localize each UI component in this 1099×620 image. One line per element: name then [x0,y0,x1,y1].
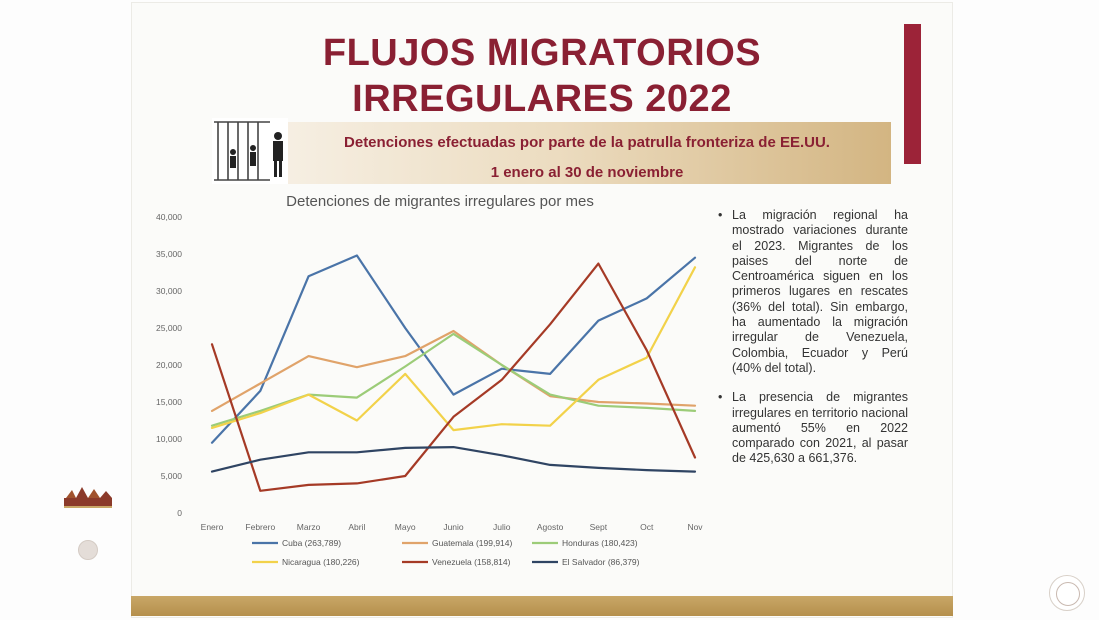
x-tick-label: Abril [348,522,365,532]
corner-watermark-logo [1049,575,1085,611]
series-line [210,446,697,473]
bullet-item: • La migración regional ha mostrado vari… [718,208,908,376]
banner-text: Detenciones efectuadas por parte de la p… [292,128,882,188]
x-tick-label: Julio [493,522,511,532]
y-tick-label: 15,000 [156,397,182,407]
y-tick-label: 0 [177,508,182,518]
legend-label: Venezuela (158,814) [432,557,511,567]
series-line [210,254,697,444]
x-tick-label: Oct [640,522,654,532]
y-tick-label: 20,000 [156,360,182,370]
series-line [210,329,697,412]
legend-label: Nicaragua (180,226) [282,557,360,567]
bullet-text: La presencia de migrantes irregulares en… [732,390,908,466]
legend-label: Guatemala (199,914) [432,538,512,548]
detention-icon [212,118,288,184]
legend-label: El Salvador (86,379) [562,557,640,567]
bullet-list: • La migración regional ha mostrado vari… [718,208,908,481]
y-tick-label: 25,000 [156,323,182,333]
series-line [210,266,697,432]
subtitle-banner [282,122,891,184]
y-tick-label: 10,000 [156,434,182,444]
x-tick-label: Mayo [395,522,416,532]
bullet-text: La migración regional ha mostrado variac… [732,208,908,375]
government-seal-icon [78,540,98,560]
x-tick-label: Sept [590,522,608,532]
accent-bar [904,24,921,164]
x-tick-label: Nov [687,522,703,532]
legend-label: Honduras (180,423) [562,538,638,548]
chart-title: Detenciones de migrantes irregulares por… [286,193,594,210]
slide-title: FLUJOS MIGRATORIOS IRREGULARES 2022 [222,30,862,122]
x-tick-label: Junio [443,522,464,532]
series-line [210,332,697,427]
bullet-marker: • [718,208,723,222]
x-tick-label: Febrero [245,522,275,532]
banner-line-2: 1 enero al 30 de noviembre [490,164,684,181]
title-line-2: IRREGULARES 2022 [352,78,732,120]
x-tick-label: Enero [201,522,224,532]
presentation-slide [131,2,953,618]
y-tick-label: 5,000 [161,471,183,481]
institutional-logo [64,487,112,508]
y-tick-label: 35,000 [156,249,182,259]
y-tick-label: 40,000 [156,212,182,222]
footer-gold-bar [131,596,953,616]
series-line [210,262,697,492]
title-line-1: FLUJOS MIGRATORIOS [322,32,762,74]
bullet-item: • La presencia de migrantes irregulares … [718,390,908,466]
legend-label: Cuba (263,789) [282,538,341,548]
x-tick-label: Agosto [537,522,564,532]
x-tick-label: Marzo [297,522,321,532]
bullet-marker: • [718,390,723,405]
banner-line-1: Detenciones efectuadas por parte de la p… [344,134,830,151]
y-tick-label: 30,000 [156,286,182,296]
line-chart: 0 5,000 10,000 15,000 20,000 25,000 30,000 35,0… [156,212,703,567]
